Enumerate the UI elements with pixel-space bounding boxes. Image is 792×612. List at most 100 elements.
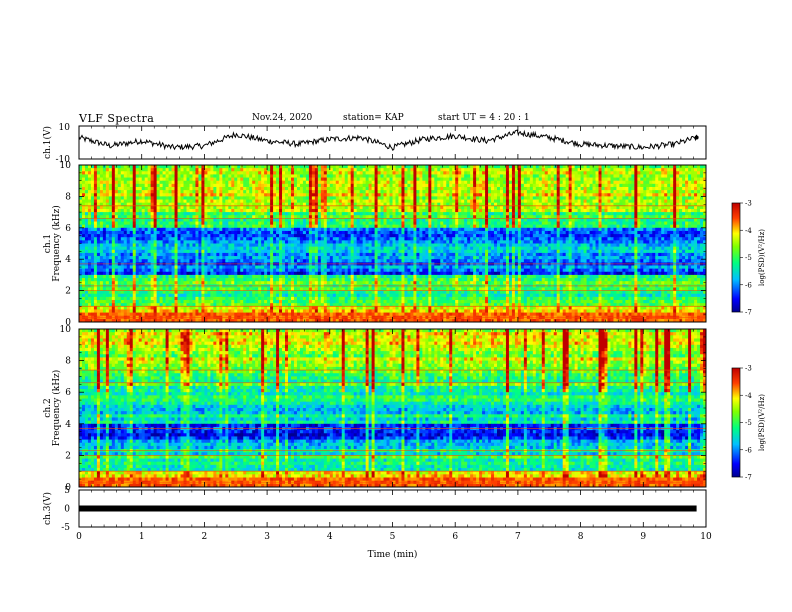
psd-cell <box>192 237 195 241</box>
psd-cell <box>572 209 575 213</box>
psd-cell <box>631 174 634 178</box>
psd-cell <box>184 218 187 222</box>
psd-cell <box>94 231 97 235</box>
psd-cell <box>464 174 467 178</box>
psd-cell <box>643 171 646 175</box>
psd-cell <box>303 234 306 238</box>
psd-cell <box>303 225 306 229</box>
psd-cell <box>619 187 622 191</box>
psd-cell <box>327 222 330 226</box>
psd-cell <box>166 228 169 232</box>
psd-cell <box>369 178 372 182</box>
psd-cell <box>321 200 324 204</box>
psd-cell <box>225 200 228 204</box>
psd-cell <box>602 184 605 188</box>
psd-cell <box>398 165 401 169</box>
psd-cell <box>431 234 434 238</box>
psd-cell <box>255 187 258 191</box>
psd-cell <box>593 178 596 182</box>
psd-cell <box>596 187 599 191</box>
psd-cell <box>604 212 607 216</box>
psd-cell <box>464 190 467 194</box>
psd-cell <box>625 190 628 194</box>
psd-cell <box>276 178 279 182</box>
psd-cell <box>497 225 500 229</box>
psd-cell <box>124 168 127 172</box>
psd-cell <box>315 196 318 200</box>
psd-cell <box>91 231 94 235</box>
psd-cell <box>593 196 596 200</box>
psd-cell <box>154 174 157 178</box>
psd-cell <box>599 196 602 200</box>
psd-cell <box>336 196 339 200</box>
psd-cell <box>599 212 602 216</box>
psd-cell <box>192 200 195 204</box>
psd-cell <box>294 231 297 235</box>
psd-cell <box>634 225 637 229</box>
psd-cell <box>246 193 249 197</box>
psd-cell <box>655 222 658 226</box>
psd-cell <box>297 209 300 213</box>
psd-cell <box>694 178 697 182</box>
psd-cell <box>354 206 357 210</box>
psd-cell <box>455 212 458 216</box>
psd-cell <box>351 187 354 191</box>
psd-cell <box>410 212 413 216</box>
psd-cell <box>85 165 88 169</box>
psd-cell <box>688 218 691 222</box>
psd-cell <box>536 218 539 222</box>
psd-cell <box>189 174 192 178</box>
psd-cell <box>512 212 515 216</box>
psd-cell <box>536 209 539 213</box>
psd-cell <box>655 181 658 185</box>
psd-cell <box>121 190 124 194</box>
psd-cell <box>294 218 297 222</box>
psd-cell <box>133 196 136 200</box>
psd-cell <box>175 209 178 213</box>
psd-cell <box>270 187 273 191</box>
psd-cell <box>431 193 434 197</box>
psd-cell <box>467 206 470 210</box>
psd-cell <box>234 228 237 232</box>
psd-cell <box>157 206 160 210</box>
psd-cell <box>467 168 470 172</box>
psd-cell <box>270 212 273 216</box>
psd-cell <box>428 222 431 226</box>
psd-cell <box>640 212 643 216</box>
psd-cell <box>587 193 590 197</box>
psd-cell <box>688 196 691 200</box>
psd-cell <box>372 206 375 210</box>
psd-cell <box>312 209 315 213</box>
psd-cell <box>497 178 500 182</box>
psd-cell <box>679 209 682 213</box>
psd-cell <box>446 168 449 172</box>
psd-cell <box>172 228 175 232</box>
psd-cell <box>449 209 452 213</box>
psd-cell <box>213 237 216 241</box>
psd-cell <box>548 174 551 178</box>
psd-cell <box>91 178 94 182</box>
psd-cell <box>348 206 351 210</box>
psd-cell <box>613 190 616 194</box>
psd-cell <box>291 212 294 216</box>
psd-cell <box>264 171 267 175</box>
psd-cell <box>237 212 240 216</box>
psd-cell <box>622 171 625 175</box>
psd-cell <box>530 234 533 238</box>
psd-cell <box>115 187 118 191</box>
psd-cell <box>655 212 658 216</box>
psd-cell <box>330 209 333 213</box>
psd-cell <box>201 178 204 182</box>
psd-cell <box>533 209 536 213</box>
psd-cell <box>509 234 512 238</box>
psd-cell <box>622 231 625 235</box>
psd-cell <box>106 200 109 204</box>
psd-cell <box>372 190 375 194</box>
psd-cell <box>363 212 366 216</box>
psd-cell <box>145 212 148 216</box>
psd-cell <box>527 184 530 188</box>
psd-cell <box>264 206 267 210</box>
psd-cell <box>575 196 578 200</box>
psd-cell <box>169 184 172 188</box>
psd-cell <box>306 193 309 197</box>
